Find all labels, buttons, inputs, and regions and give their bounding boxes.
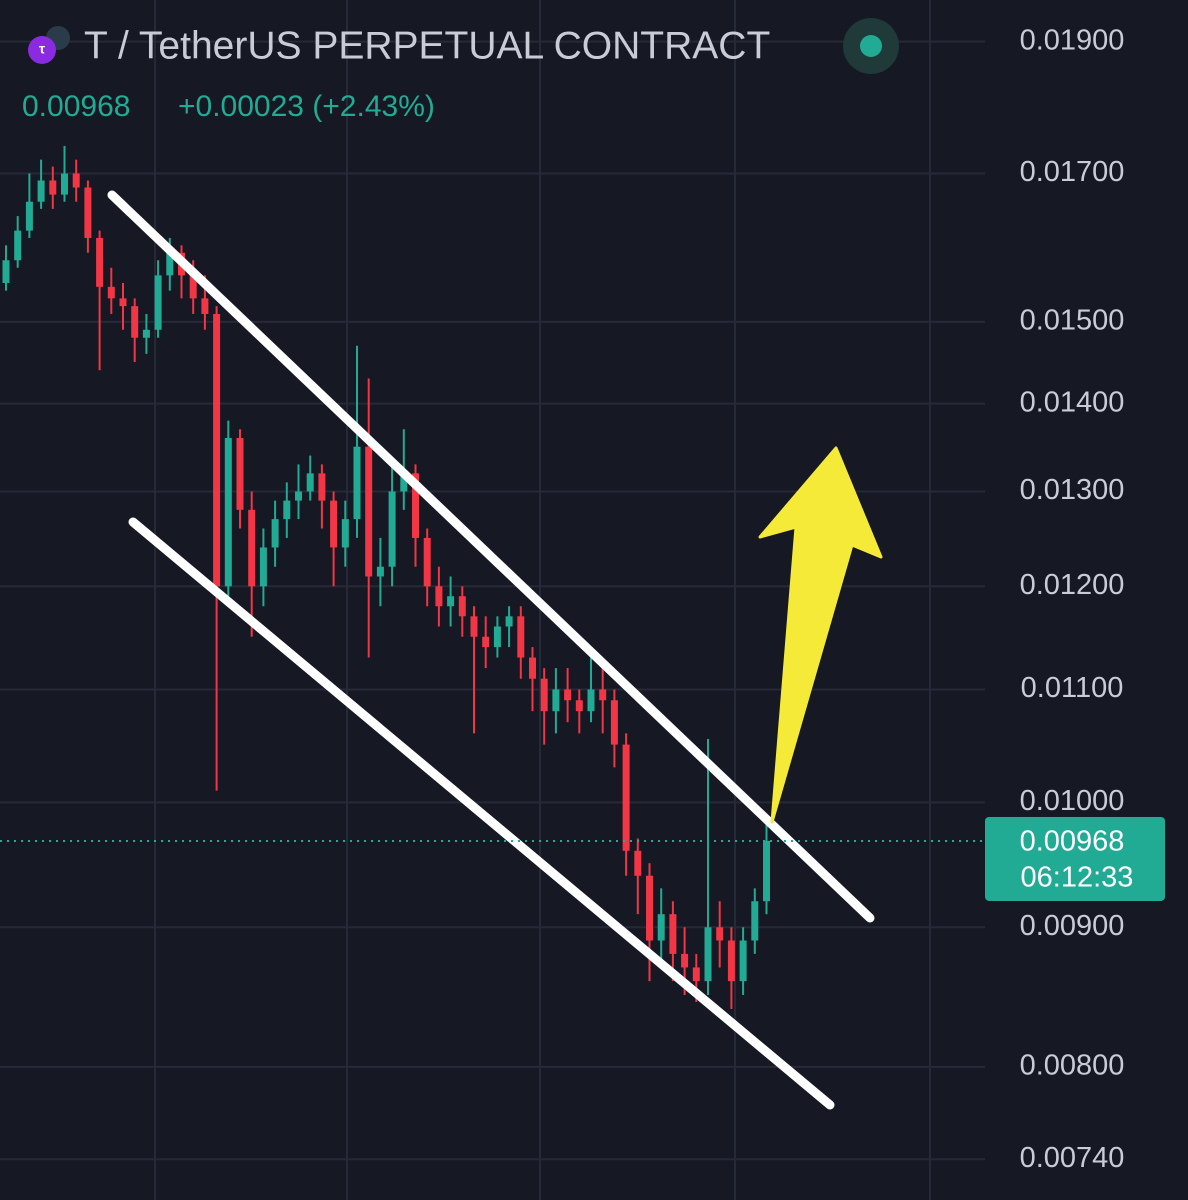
- candle-body: [540, 678, 548, 712]
- candle-body: [341, 519, 349, 548]
- candle-body: [224, 437, 232, 587]
- candle-body: [716, 927, 724, 941]
- y-tick-label: 0.00740: [1020, 1142, 1125, 1174]
- drawings: [107, 190, 883, 1110]
- candle-body: [376, 566, 384, 577]
- candle-body: [751, 901, 759, 941]
- candle-body: [37, 180, 45, 202]
- y-tick-label: 0.01500: [1020, 304, 1125, 336]
- candle-body: [727, 940, 735, 982]
- candle-body: [482, 636, 490, 648]
- candle-body: [84, 187, 92, 238]
- price-tag-countdown: 06:12:33: [1021, 862, 1134, 894]
- candle-body: [634, 850, 642, 876]
- arrow: [758, 446, 883, 824]
- candle-body: [552, 689, 560, 712]
- candle-body: [412, 473, 419, 538]
- candle-body: [283, 500, 291, 520]
- candle-body: [330, 500, 338, 548]
- candle-body: [400, 473, 408, 492]
- candle-body: [154, 275, 162, 330]
- candle-body: [587, 689, 595, 712]
- candle-body: [119, 298, 127, 307]
- candle-body: [493, 626, 501, 648]
- symbol-title: T / TetherUS PERPETUAL CONTRACT: [84, 24, 770, 67]
- candle-body: [248, 509, 256, 587]
- y-tick-label: 0.01300: [1020, 474, 1125, 506]
- candle-body: [739, 940, 747, 982]
- candle-body: [646, 875, 653, 941]
- candle-body: [14, 230, 22, 261]
- status-dot: [860, 35, 882, 57]
- candle-body: [236, 437, 244, 510]
- candle-body: [669, 914, 677, 954]
- candle-body: [72, 173, 80, 188]
- upper-trendline: [107, 190, 875, 923]
- candle-body: [610, 700, 618, 745]
- header-price: 0.00968: [22, 90, 130, 123]
- candle-body: [365, 446, 373, 577]
- candle-body: [318, 473, 326, 501]
- candle-body: [458, 596, 466, 617]
- candle-body: [49, 180, 57, 195]
- candle-body: [166, 252, 174, 276]
- candle-body: [599, 689, 607, 701]
- y-tick-label: 0.00900: [1020, 910, 1125, 942]
- candle-body: [529, 657, 536, 679]
- candle-body: [295, 491, 302, 501]
- candle-body: [657, 914, 665, 941]
- candles: [2, 145, 770, 1010]
- price-tag-value: 0.00968: [1020, 826, 1125, 858]
- candle-body: [505, 616, 513, 627]
- candle-body: [692, 967, 700, 982]
- header: τ T / TetherUS PERPETUAL CONTRACT 0.0096…: [22, 18, 899, 123]
- candle-body: [61, 173, 68, 195]
- y-tick-label: 0.01200: [1020, 569, 1125, 601]
- candle-body: [2, 260, 10, 283]
- candle-body: [189, 275, 197, 299]
- candle-body: [142, 329, 150, 338]
- candle-body: [423, 537, 431, 587]
- candle-body: [763, 840, 770, 902]
- candle-body: [271, 519, 279, 548]
- candle-body: [517, 616, 525, 658]
- candle-body: [470, 616, 478, 637]
- header-change: +0.00023 (+2.43%): [178, 90, 435, 123]
- candle-body: [259, 547, 267, 587]
- candle-body: [575, 700, 583, 712]
- y-axis: 0.01900 0.01700 0.01500 0.01400 0.01300 0.012…: [1020, 24, 1125, 1174]
- symbol-icon: [28, 36, 56, 64]
- candle-body: [388, 491, 396, 567]
- candle-body: [25, 201, 33, 231]
- y-tick-label: 0.01400: [1020, 386, 1125, 418]
- y-tick-label: 0.01000: [1020, 785, 1125, 817]
- candle-body: [622, 744, 630, 851]
- y-tick-label: 0.01700: [1020, 156, 1125, 188]
- candle-body: [201, 298, 209, 314]
- y-tick-label: 0.01100: [1021, 672, 1124, 704]
- candle-body: [306, 473, 314, 492]
- symbol-icon-glyph: τ: [39, 41, 46, 57]
- lower-trendline: [128, 517, 835, 1110]
- y-tick-label: 0.00800: [1020, 1050, 1125, 1082]
- candle-body: [107, 286, 115, 299]
- price-tag: [985, 816, 1165, 901]
- candle-body: [435, 586, 443, 607]
- candle-body: [96, 237, 104, 287]
- candle-body: [213, 313, 221, 587]
- candle-body: [447, 596, 455, 607]
- candle-body: [353, 446, 361, 520]
- candle-body: [704, 927, 712, 982]
- candle-body: [564, 689, 572, 701]
- y-tick-label: 0.01900: [1020, 24, 1125, 56]
- candle-body: [131, 306, 139, 338]
- candle-body: [681, 953, 689, 968]
